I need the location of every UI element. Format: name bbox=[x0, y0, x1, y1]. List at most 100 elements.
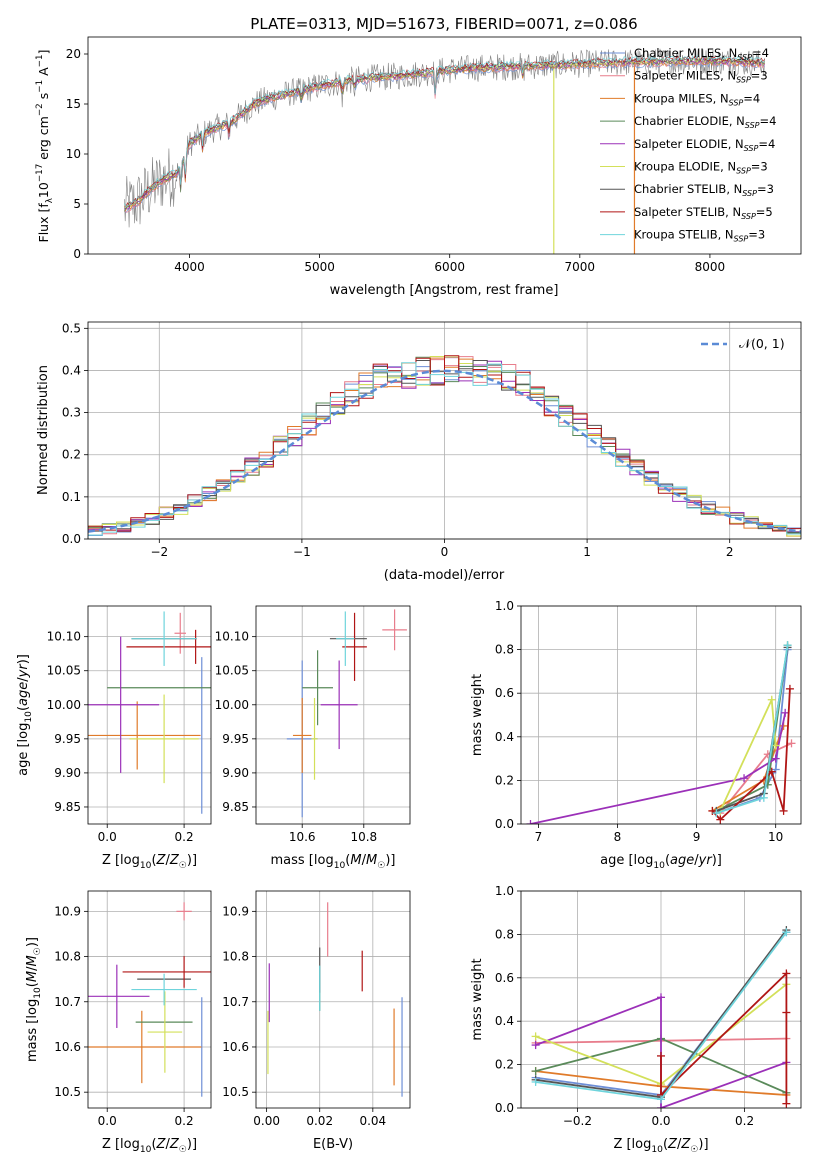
x-tick-label: 0.0 bbox=[651, 1114, 670, 1128]
x-tick-label: 4000 bbox=[174, 260, 205, 274]
y-axis-label-part: mass [log bbox=[25, 999, 40, 1062]
x-axis-label-part: Z bbox=[169, 853, 180, 868]
x-axis-label-part: )] bbox=[187, 1137, 197, 1152]
x-axis-label-part: ☉ bbox=[179, 861, 187, 871]
y-tick-label: 10.6 bbox=[222, 1040, 249, 1054]
x-axis-label-part: 10 bbox=[653, 861, 665, 871]
y-tick-label: 9.95 bbox=[222, 732, 249, 746]
legend-label: Kroupa STELIB, NSSP=3 bbox=[634, 228, 765, 244]
y-axis-label-part: 10 bbox=[36, 182, 51, 198]
x-tick-label: 6000 bbox=[434, 260, 465, 274]
x-tick-label: 0.0 bbox=[98, 830, 117, 844]
legend-label-part: Kroupa MILES, N bbox=[634, 91, 729, 105]
x-axis-label-part: Z bbox=[156, 1137, 167, 1152]
x-axis-label-part: M bbox=[366, 853, 377, 868]
mass-vs-EBV-panel: 0.00 0.02 0.04 10.5 10.6 10.7 10.8 10.9 E(B-V) bbox=[222, 890, 411, 1152]
y-tick-label: 10.00 bbox=[47, 698, 81, 712]
x-axis-label-part: )] bbox=[187, 853, 197, 868]
x-axis-label-part: ☉ bbox=[377, 861, 385, 871]
legend-label: Kroupa ELODIE, NSSP=3 bbox=[634, 160, 768, 176]
legend-label: Salpeter STELIB, NSSP=5 bbox=[634, 205, 773, 221]
axes-frame bbox=[87, 36, 802, 255]
x-axis-label: mass [log10(M/M☉)] bbox=[271, 853, 396, 871]
y-tick-label: 0.0 bbox=[495, 1101, 514, 1115]
legend-label-part: =4 bbox=[743, 91, 760, 105]
x-axis-label-part: Z bbox=[667, 1137, 678, 1152]
x-axis-label-part: )] bbox=[385, 853, 395, 868]
x-tick-label: 5000 bbox=[304, 260, 335, 274]
legend-label: Salpeter ELODIE, NSSP=4 bbox=[634, 137, 775, 153]
axes-frame bbox=[87, 890, 212, 1109]
legend-label-part: SSP bbox=[737, 53, 752, 62]
x-tick-label: 8000 bbox=[695, 260, 726, 274]
x-tick-label: −0.2 bbox=[563, 1114, 592, 1128]
y-axis-label-part: Flux [f bbox=[36, 203, 51, 243]
y-tick-label: 5 bbox=[73, 197, 81, 211]
x-axis-label-part: ☉ bbox=[179, 1145, 187, 1155]
x-axis-label-part: / bbox=[165, 1137, 170, 1152]
y-tick-label: 0.0 bbox=[495, 817, 514, 831]
y-tick-label: 10.05 bbox=[47, 664, 81, 678]
y-axis-label-part: ☉ bbox=[33, 947, 43, 955]
x-tick-label: 0.04 bbox=[359, 1114, 386, 1128]
x-axis-label-part: yr bbox=[698, 853, 714, 868]
y-tick-label: 0.1 bbox=[62, 490, 81, 504]
x-tick-label: 2 bbox=[726, 545, 734, 559]
y-axis-label-part: erg cm bbox=[36, 116, 51, 164]
y-tick-label: 0 bbox=[73, 247, 81, 261]
legend-label-part: Kroupa ELODIE, N bbox=[634, 160, 736, 174]
legend-label-part: Kroupa STELIB, N bbox=[634, 228, 734, 242]
y-tick-label: 0.4 bbox=[62, 363, 81, 377]
y-axis-label-part: ] bbox=[36, 50, 51, 55]
age-vs-mass-panel: 10.6 10.8 9.85 9.90 9.95 10.00 10.05 10.10 mass … bbox=[215, 605, 411, 871]
x-axis-label-part: / bbox=[165, 853, 170, 868]
y-tick-label: 0.2 bbox=[495, 1058, 514, 1072]
x-axis-label-part: ( bbox=[663, 1137, 668, 1152]
legend-label-part: Salpeter MILES, N bbox=[634, 69, 736, 83]
y-axis-label-part: ( bbox=[16, 706, 31, 711]
y-tick-label: 10.00 bbox=[215, 698, 249, 712]
legend-label-part: =4 bbox=[760, 114, 777, 128]
y-tick-label: 10.5 bbox=[222, 1085, 249, 1099]
weight-vs-Z-panel: −0.2 0.0 0.20.00.20.40.60.81.0Z [log10(Z/Z… bbox=[470, 884, 802, 1155]
weight-vs-age-plot-area bbox=[526, 641, 796, 824]
x-axis-label-part: / bbox=[362, 853, 367, 868]
x-axis-label-part: Z [log bbox=[102, 853, 140, 868]
y-tick-label: 1.0 bbox=[495, 599, 514, 613]
figure-title: PLATE=0313, MJD=51673, FIBERID=0071, z=0… bbox=[250, 15, 637, 33]
legend-label-part: =4 bbox=[758, 137, 775, 151]
y-tick-label: 0.0 bbox=[62, 532, 81, 546]
y-axis-label-part: )] bbox=[16, 654, 31, 664]
normal-curve bbox=[88, 369, 801, 533]
y-tick-label: 15 bbox=[66, 97, 81, 111]
y-axis-label-part: )] bbox=[25, 937, 40, 947]
legend-label: 𝒩(0, 1) bbox=[739, 336, 785, 351]
spectrum-panel: 4000 5000 6000 7000 8000 0 5 10 15 20 Chabrier MIL… bbox=[35, 36, 802, 298]
y-axis-label-part: −1 bbox=[35, 54, 45, 67]
legend-label-part: Chabrier STELIB, N bbox=[634, 182, 742, 196]
y-tick-label: 0.6 bbox=[495, 971, 514, 985]
x-tick-label: 7 bbox=[535, 830, 543, 844]
legend-label-part: =5 bbox=[756, 205, 773, 219]
y-tick-label: 9.85 bbox=[54, 800, 81, 814]
x-tick-label: 0.2 bbox=[735, 1114, 754, 1128]
x-axis-label-part: Z bbox=[680, 1137, 691, 1152]
y-tick-label: 9.95 bbox=[54, 732, 81, 746]
model-spectrum-line bbox=[124, 56, 765, 210]
x-tick-label: 0 bbox=[441, 545, 449, 559]
x-axis-label-part: / bbox=[677, 1137, 682, 1152]
x-tick-label: 9 bbox=[693, 830, 701, 844]
axes-frame bbox=[87, 321, 802, 540]
x-tick-label: 7000 bbox=[565, 260, 596, 274]
y-tick-label: 0.4 bbox=[495, 730, 514, 744]
x-tick-label: 10.6 bbox=[289, 830, 316, 844]
axes-frame bbox=[520, 605, 802, 825]
y-tick-label: 10.7 bbox=[54, 995, 81, 1009]
model-spectrum-line bbox=[124, 57, 765, 210]
y-tick-label: 10.8 bbox=[54, 950, 81, 964]
y-axis-label-part: M bbox=[25, 955, 40, 966]
x-axis-label-part: Z [log bbox=[102, 1137, 140, 1152]
y-tick-label: 9.90 bbox=[54, 766, 81, 780]
x-axis-label-part: )] bbox=[712, 853, 722, 868]
